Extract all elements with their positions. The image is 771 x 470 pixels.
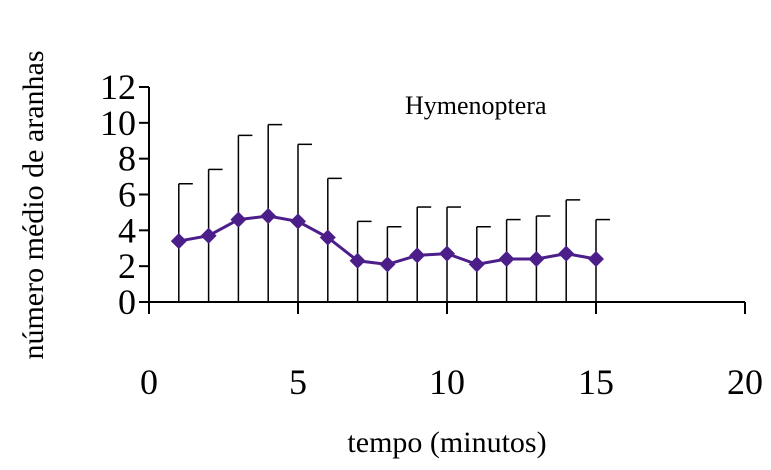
x-tick-label: 0 — [140, 362, 158, 402]
x-tick-label: 5 — [289, 362, 307, 402]
y-tick-label: 2 — [118, 246, 136, 286]
data-point — [558, 245, 575, 262]
data-point — [439, 245, 455, 262]
y-tick-label: 0 — [118, 282, 136, 322]
x-tick-label: 15 — [578, 362, 614, 402]
chart-annotation: Hymenoptera — [405, 91, 547, 120]
data-point — [170, 233, 187, 250]
y-tick-label: 6 — [118, 175, 136, 215]
x-tick-label: 10 — [429, 362, 465, 402]
data-point — [349, 252, 366, 269]
data-point — [528, 251, 545, 267]
x-tick-label: 20 — [727, 362, 763, 402]
data-point — [409, 247, 426, 264]
data-point — [200, 227, 217, 244]
x-axis-title: tempo (minutos) — [347, 426, 546, 459]
data-point — [498, 251, 515, 267]
data-point — [290, 213, 306, 230]
data-point — [319, 229, 336, 246]
y-tick-label: 12 — [100, 67, 136, 107]
data-point — [379, 256, 396, 273]
y-tick-label: 10 — [100, 103, 136, 143]
y-tick-label: 4 — [118, 210, 136, 250]
y-axis-title: número médio de aranhas — [17, 50, 50, 359]
data-point — [230, 211, 247, 228]
plot-area — [170, 123, 610, 302]
data-point — [588, 251, 604, 267]
y-tick-label: 8 — [118, 139, 136, 179]
data-point — [468, 256, 485, 273]
data-point — [260, 208, 277, 224]
